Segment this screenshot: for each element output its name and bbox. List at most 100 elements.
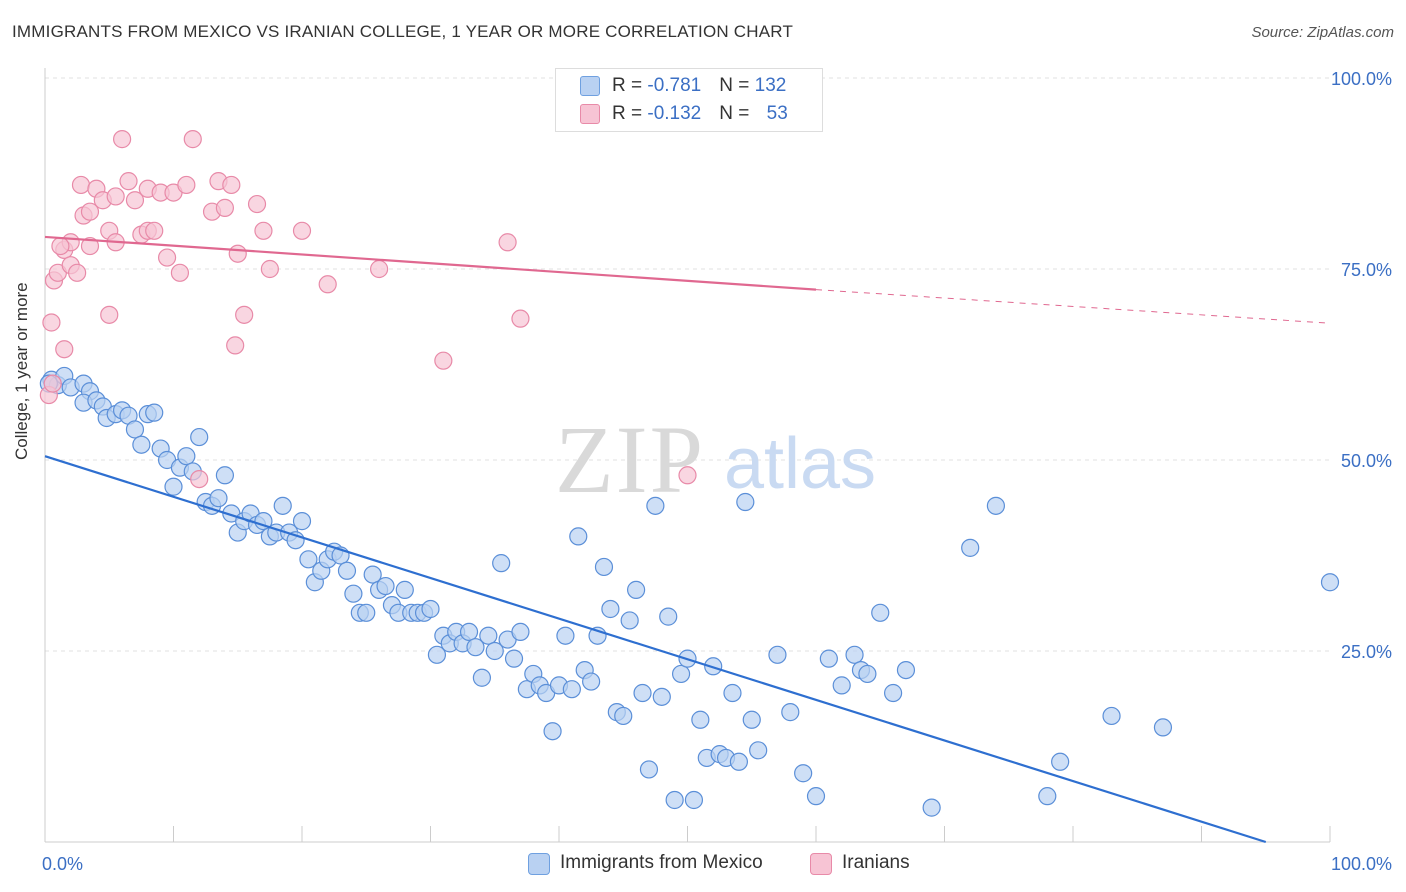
bottom-legend-swatch-mexico [528, 853, 550, 875]
x-tick-label: 0.0% [42, 854, 83, 874]
legend-n-value: 53 [766, 103, 788, 124]
point-iranians [42, 313, 61, 332]
point-iranians [80, 236, 100, 256]
point-mexico [794, 764, 813, 783]
bottom-legend-label-iranians: Iranians [842, 852, 910, 873]
point-mexico [511, 622, 530, 642]
point-mexico [1320, 573, 1340, 592]
point-mexico [749, 741, 768, 760]
point-iranians [511, 309, 530, 328]
point-mexico [299, 550, 318, 569]
tick-labels: 100.0% 75.0% 50.0% 25.0% 0.0% 100.0% [42, 69, 1392, 874]
point-mexico [684, 790, 704, 810]
chart-title: IMMIGRANTS FROM MEXICO VS IRANIAN COLLEG… [12, 22, 794, 41]
point-mexico [961, 538, 980, 557]
point-mexico [164, 477, 183, 496]
point-mexico [556, 626, 575, 645]
y-tick-label: 100.0% [1331, 69, 1392, 89]
point-iranians [678, 466, 697, 485]
point-mexico [177, 447, 196, 466]
legend-r-label: R = [612, 75, 648, 96]
watermark-zip: ZIP [555, 406, 705, 513]
point-iranians [100, 305, 119, 324]
point-iranians [125, 191, 145, 210]
point-mexico [742, 710, 761, 729]
legend-n-value: 132 [754, 75, 787, 96]
point-mexico [639, 760, 659, 779]
bottom-legend-swatch-iranians [810, 853, 832, 875]
point-mexico [132, 435, 151, 454]
point-mexico [427, 645, 447, 664]
point-iranians [80, 202, 100, 221]
watermark: ZIP atlas [555, 406, 876, 513]
point-iranians [71, 175, 91, 195]
point-mexico [562, 680, 581, 699]
point-iranians [498, 233, 517, 252]
point-mexico [781, 703, 800, 722]
point-iranians [235, 305, 254, 324]
point-iranians [228, 244, 247, 263]
point-iranians [370, 259, 389, 279]
point-mexico [569, 527, 588, 546]
point-iranians [226, 336, 245, 355]
trend-line-iranians [44, 235, 817, 291]
point-mexico [1102, 706, 1121, 726]
legend-swatch-iranians [580, 104, 600, 124]
bottom-legend-label-mexico: Immigrants from Mexico [560, 852, 763, 873]
legend-n-label: N = [719, 75, 755, 96]
point-mexico [652, 687, 671, 706]
point-mexico [395, 580, 414, 599]
point-iranians [112, 130, 132, 149]
trend-line-iranians-extension [815, 289, 1331, 324]
point-iranians [183, 130, 202, 149]
point-mexico [344, 584, 363, 603]
point-mexico [145, 403, 164, 422]
point-mexico [620, 611, 639, 630]
point-mexico [806, 787, 826, 806]
point-mexico [337, 561, 357, 580]
point-mexico [671, 664, 691, 684]
point-mexico [543, 722, 562, 741]
legend-r-value: -0.132 [647, 103, 702, 124]
point-mexico [472, 668, 491, 687]
y-tick-label: 50.0% [1341, 451, 1392, 471]
point-mexico [723, 683, 742, 703]
point-iranians [318, 275, 337, 294]
point-mexico [479, 626, 498, 645]
point-mexico [504, 649, 524, 668]
point-mexico [376, 576, 395, 596]
point-mexico [1038, 787, 1057, 806]
point-iranians [222, 175, 241, 195]
y-axis-label: College, 1 year or more [12, 282, 31, 460]
point-mexico [659, 607, 678, 626]
point-mexico [357, 603, 376, 622]
point-mexico [1051, 752, 1070, 771]
legend-r-label: R = [612, 103, 648, 124]
point-iranians [190, 470, 209, 489]
point-mexico [421, 599, 440, 619]
point-mexico [845, 645, 864, 664]
point-iranians [68, 263, 87, 282]
legend-n-label: N = [719, 103, 755, 124]
trend-line-mexico [44, 455, 1267, 844]
y-tick-label: 25.0% [1341, 642, 1392, 662]
point-mexico [466, 638, 485, 657]
legend-r-value: -0.781 [647, 75, 702, 96]
point-mexico [736, 492, 755, 512]
point-mexico [209, 489, 228, 508]
point-mexico [819, 649, 838, 668]
source-label: Source: ZipAtlas.com [1251, 24, 1394, 41]
point-iranians [292, 221, 312, 240]
point-mexico [273, 496, 292, 515]
point-iranians [51, 236, 70, 256]
point-iranians [170, 263, 190, 282]
point-mexico [768, 645, 787, 664]
point-iranians [260, 259, 279, 279]
point-iranians [254, 221, 273, 240]
point-mexico [254, 512, 273, 531]
point-iranians [119, 172, 138, 191]
point-mexico [215, 466, 234, 485]
point-mexico [633, 683, 652, 703]
point-mexico [614, 706, 633, 726]
